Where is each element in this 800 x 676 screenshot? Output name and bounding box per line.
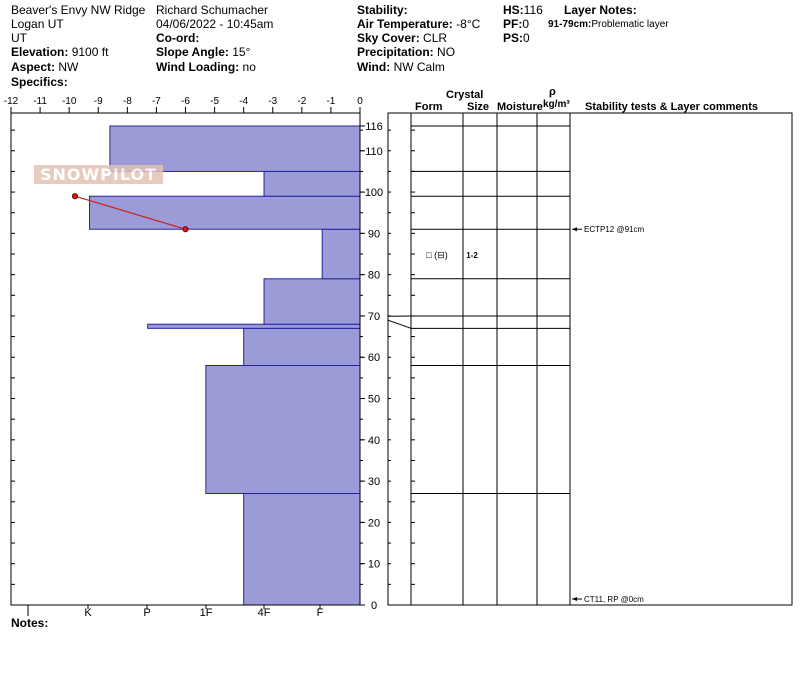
hardness-bar <box>205 365 361 495</box>
stability-test-label: CT11, RP @0cm <box>584 595 644 604</box>
temperature-tick-label: -9 <box>94 96 103 107</box>
height-tick-label: 80 <box>368 270 380 282</box>
crystal-heading: Crystal <box>446 89 484 101</box>
stability-test-label: ECTP12 @91cm <box>584 225 644 234</box>
temperature-tick-label: -3 <box>268 96 277 107</box>
location-name: Beaver's Envy NW Ridge <box>11 3 146 17</box>
temperature-point <box>182 226 189 233</box>
crystal-form: □ (⊟) <box>426 250 447 260</box>
air-temperature: Air Temperature: -8°C <box>357 17 481 31</box>
temperature-tick-label: -12 <box>4 96 19 107</box>
state-name: UT <box>11 31 27 45</box>
height-tick-label: 30 <box>368 476 380 488</box>
crystal-size: 1-2 <box>466 251 478 260</box>
density-unit: kg/m³ <box>543 99 570 110</box>
precipitation: Precipitation: NO <box>357 45 456 59</box>
height-tick-label: 40 <box>368 435 380 447</box>
test-arrow-head <box>572 227 577 232</box>
moisture-heading: Moisture <box>497 101 543 113</box>
height-tick-label: 110 <box>365 146 383 158</box>
wind: Wind: NW Calm <box>357 60 445 74</box>
temperature-tick-label: -11 <box>33 96 47 107</box>
temperature-line <box>74 195 186 230</box>
aspect: Aspect: NW <box>11 60 79 74</box>
hardness-label: 4F <box>258 607 271 619</box>
hardness-bar <box>263 170 361 197</box>
stability-heading: Stability tests & Layer comments <box>585 101 759 113</box>
test-arrow-head <box>572 597 577 601</box>
hardness-bar <box>243 493 361 606</box>
size-heading: Size <box>467 101 490 113</box>
hardness-label: 1F <box>200 607 213 619</box>
region-name: Logan UT <box>11 17 64 31</box>
height-tick-label: 70 <box>368 311 380 323</box>
temperature-tick-label: -1 <box>326 96 335 107</box>
layer-note: 91-79cm:Problematic layer <box>548 19 669 30</box>
height-tick-label: 20 <box>368 517 380 529</box>
layer-notes-heading: Layer Notes: <box>564 3 637 17</box>
height-tick-label: 100 <box>365 187 383 199</box>
height-tick-label: 60 <box>368 352 380 364</box>
hardness-bar <box>89 195 361 230</box>
temperature-tick-label: -4 <box>239 96 248 107</box>
temperature-tick-label: 0 <box>357 96 363 107</box>
hardness-bar <box>321 228 361 280</box>
temperature-tick-label: -2 <box>297 96 306 107</box>
slope-angle: Slope Angle: 15° <box>156 45 251 59</box>
snowpilot-logo: SNOWPILOT <box>34 165 163 184</box>
hardness-bar <box>147 323 361 329</box>
hardness-bar <box>243 327 361 367</box>
hardness-label: I <box>26 607 29 619</box>
penetration-foot: PF:0 <box>503 17 530 31</box>
observer-name: Richard Schumacher <box>156 3 269 17</box>
temperature-tick-label: -7 <box>152 96 161 107</box>
coordinates: Co-ord: <box>156 31 200 45</box>
height-tick-label: 50 <box>368 394 380 406</box>
hardness-label: P <box>143 607 150 619</box>
wind-loading: Wind Loading: no <box>156 60 256 74</box>
snow-height: HS:116 <box>503 3 543 17</box>
temperature-tick-label: -10 <box>62 96 77 107</box>
form-heading: Form <box>415 101 443 113</box>
layer-table-frame <box>387 112 793 606</box>
height-tick-label: 116 <box>365 121 383 133</box>
temperature-tick-label: -5 <box>210 96 219 107</box>
elevation: Elevation: 9100 ft <box>11 45 109 59</box>
stability: Stability: <box>357 3 408 17</box>
hardness-label: F <box>317 607 324 619</box>
specifics: Specifics: <box>11 75 68 89</box>
layer-connector <box>387 319 412 329</box>
temperature-tick-label: -8 <box>123 96 132 107</box>
hardness-bar <box>109 125 361 172</box>
observation-datetime: 04/06/2022 - 10:45am <box>156 17 274 31</box>
hardness-label: K <box>84 607 92 619</box>
height-tick-label: 10 <box>368 559 380 571</box>
sky-cover: Sky Cover: CLR <box>357 31 448 45</box>
density-symbol: ρ <box>549 86 556 98</box>
temperature-point <box>71 193 79 200</box>
hardness-bar <box>263 278 361 325</box>
height-tick-label: 0 <box>371 600 377 612</box>
notes-label: Notes: <box>11 616 49 630</box>
temperature-tick-label: -6 <box>181 96 190 107</box>
height-tick-label: 90 <box>368 228 380 240</box>
penetration-ski: PS:0 <box>503 31 530 45</box>
